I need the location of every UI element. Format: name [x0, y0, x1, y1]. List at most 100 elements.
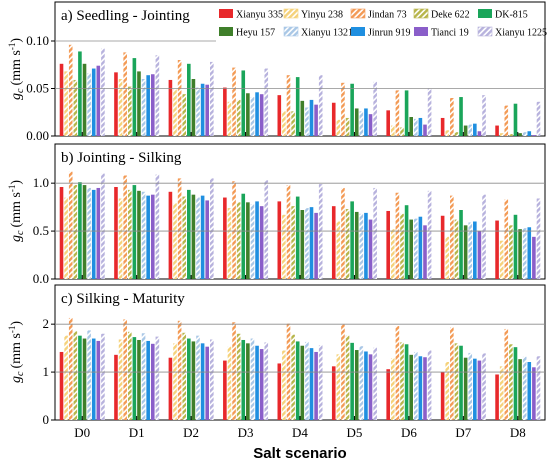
bar-a-jinrun-919-d5	[364, 108, 368, 136]
bar-b-jindan-73-d6	[395, 192, 400, 279]
bar-b-jinrun-919-d3	[255, 201, 259, 280]
bar-b-tianci-19-d3	[259, 206, 264, 279]
bar-c-tianci-19-d5	[368, 354, 373, 420]
bar-c-jindan-73-d1	[123, 319, 127, 421]
bar-b-xianyu-335-d2	[168, 191, 173, 279]
y-tick-label-c-0: 0	[43, 412, 50, 427]
bar-b-dk-815-d4	[295, 196, 300, 279]
bar-a-xianyu-335-d1	[114, 72, 118, 136]
bar-b-deke-622-d2	[182, 196, 187, 279]
bar-c-jinrun-919-d1	[146, 340, 150, 420]
bar-a-jindan-73-d6	[395, 90, 400, 136]
bar-b-xianyu-1225-d0	[101, 173, 105, 279]
bar-c-xianyu-1321-d6	[413, 351, 418, 420]
y-axis-label-b: gc (mm s-1)	[7, 180, 26, 242]
bar-b-xianyu-335-d5	[331, 206, 336, 279]
legend-swatch-jindan-73	[350, 8, 366, 19]
bar-a-deke-622-d3	[236, 99, 241, 136]
bar-a-deke-622-d2	[182, 94, 187, 136]
legend-label-yinyu-238: Yinyu 238	[301, 10, 343, 21]
ylabel-unit-a: (mm s	[9, 50, 24, 85]
bar-b-heyu-157-d6	[409, 219, 413, 279]
bar-c-xianyu-1225-d5	[373, 347, 377, 420]
bar-b-tianci-19-d8	[532, 236, 536, 279]
bar-a-yinyu-238-d1	[118, 79, 123, 136]
bar-a-yinyu-238-d4	[282, 111, 286, 136]
bar-c-heyu-157-d0	[82, 338, 87, 420]
bar-a-jindan-73-d7	[450, 98, 454, 136]
x-category-d5: D5	[346, 425, 362, 440]
y-axis-label-c: gc (mm s-1)	[7, 321, 26, 383]
bar-a-dk-815-d6	[404, 90, 409, 136]
bar-a-xianyu-335-d8	[495, 125, 499, 136]
bar-b-dk-815-d0	[78, 182, 82, 279]
ylabel-subscript-b: c	[15, 230, 26, 235]
bar-b-dk-815-d2	[187, 189, 191, 280]
bar-b-jindan-73-d3	[232, 181, 236, 279]
bar-b-jinrun-919-d5	[364, 212, 368, 280]
bar-a-dk-815-d4	[295, 77, 300, 136]
bar-a-jinrun-919-d3	[255, 92, 259, 136]
legend: Xianyu 335 Heyu 157 Yinyu 238 Xianyu 1321 Ji…	[216, 4, 547, 44]
bar-c-yinyu-238-d2	[173, 343, 177, 420]
bar-b-heyu-157-d4	[300, 210, 305, 279]
bar-c-xianyu-1225-d7	[482, 353, 486, 420]
bar-c-dk-815-d5	[350, 342, 354, 420]
bar-a-deke-622-d8	[509, 134, 513, 136]
bar-a-yinyu-238-d6	[390, 125, 395, 136]
bar-c-tianci-19-d1	[150, 343, 155, 420]
bar-b-xianyu-335-d3	[223, 197, 227, 279]
x-category-d1: D1	[129, 425, 145, 440]
x-axis-title: Salt scenario	[253, 445, 346, 462]
bar-c-tianci-19-d8	[532, 367, 536, 420]
bar-a-deke-622-d6	[400, 127, 404, 136]
bar-a-deke-622-d7	[454, 132, 459, 136]
bar-b-xianyu-1225-d8	[536, 198, 541, 279]
bar-b-deke-622-d5	[345, 209, 350, 279]
bar-a-xianyu-1225-d4	[318, 75, 323, 136]
bar-a-xianyu-1321-d3	[250, 97, 255, 136]
ylabel-close-c: )	[9, 321, 24, 326]
panel-c-title: c) Silking - Maturity	[61, 291, 185, 307]
bar-c-xianyu-1321-d2	[196, 335, 200, 420]
bar-a-dk-815-d3	[241, 70, 246, 136]
bar-a-yinyu-238-d3	[227, 101, 232, 136]
bar-b-xianyu-1225-d3	[264, 180, 269, 279]
bar-a-jindan-73-d0	[68, 44, 73, 136]
bar-a-xianyu-335-d7	[440, 117, 445, 136]
bar-b-dk-815-d5	[350, 201, 354, 280]
bar-c-xianyu-1321-d0	[87, 330, 91, 420]
bar-a-xianyu-335-d0	[59, 63, 64, 136]
bar-c-tianci-19-d7	[477, 360, 482, 420]
bar-b-heyu-157-d8	[518, 229, 522, 279]
bar-c-xianyu-335-d2	[168, 357, 173, 420]
bar-c-jindan-73-d3	[232, 322, 236, 420]
bar-c-jinrun-919-d8	[527, 362, 532, 420]
bar-a-jinrun-919-d8	[527, 131, 532, 136]
bar-b-xianyu-335-d4	[277, 201, 282, 280]
bar-c-deke-622-d7	[454, 343, 459, 420]
bar-c-jinrun-919-d7	[473, 358, 477, 420]
bar-b-jinrun-919-d8	[527, 227, 532, 279]
bar-a-heyu-157-d1	[137, 71, 141, 136]
y-tick-label-b-1: 0.5	[33, 223, 49, 238]
ylabel-symbol-b: g	[9, 235, 24, 242]
bar-b-tianci-19-d4	[314, 212, 318, 280]
legend-label-jinrun-919: Jinrun 919	[368, 28, 411, 39]
bar-c-yinyu-238-d1	[118, 339, 123, 420]
bar-b-yinyu-238-d4	[282, 214, 286, 279]
legend-swatch-xianyu-1225	[477, 26, 493, 37]
bar-a-heyu-157-d8	[518, 133, 522, 136]
bar-c-yinyu-238-d5	[336, 354, 341, 420]
bar-b-jindan-73-d2	[177, 178, 182, 280]
bar-b-xianyu-1321-d6	[413, 218, 418, 280]
bar-c-xianyu-1225-d2	[210, 339, 214, 420]
legend-label-xianyu-1225: Xianyu 1225	[495, 28, 547, 39]
ylabel-symbol-c: g	[9, 376, 24, 383]
ylabel-unit-b: (mm s	[9, 192, 24, 227]
bar-a-jinrun-919-d6	[418, 117, 423, 136]
y-axis-label-a: gc (mm s-1)	[7, 38, 26, 100]
bar-a-xianyu-1321-d1	[141, 79, 146, 136]
bar-b-jinrun-919-d1	[146, 195, 150, 280]
